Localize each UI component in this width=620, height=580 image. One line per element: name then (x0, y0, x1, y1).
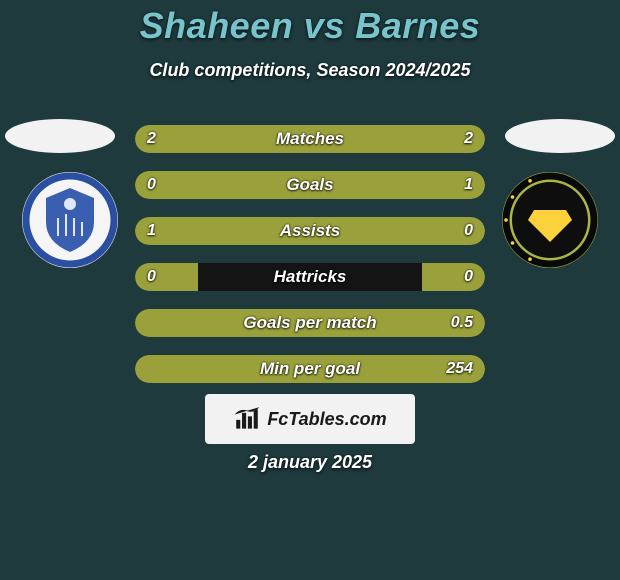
shield-badge-icon (20, 170, 120, 270)
branding-badge: FcTables.com (205, 394, 415, 444)
stat-label: Hattricks (135, 263, 485, 291)
stat-right-value: 0 (464, 217, 473, 245)
right-club-logo (500, 170, 600, 270)
left-club-logo (20, 170, 120, 270)
left-player-halo (5, 119, 115, 153)
comparison-bars: 2 Matches 2 0 Goals 1 1 Assists 0 (135, 125, 485, 401)
stat-row: Min per goal 254 (135, 355, 485, 383)
stat-row: 0 Goals 1 (135, 171, 485, 199)
stat-row: Goals per match 0.5 (135, 309, 485, 337)
page-title: Shaheen vs Barnes (0, 5, 620, 47)
branding-text: FcTables.com (267, 409, 386, 430)
chart-bars-icon (233, 405, 261, 433)
date-label: 2 january 2025 (0, 452, 620, 473)
right-player-halo (505, 119, 615, 153)
stat-label: Matches (135, 125, 485, 153)
stat-row: 1 Assists 0 (135, 217, 485, 245)
stat-right-value: 0.5 (451, 309, 473, 337)
stat-right-value: 0 (464, 263, 473, 291)
stat-label: Goals per match (135, 309, 485, 337)
stat-label: Min per goal (135, 355, 485, 383)
subtitle: Club competitions, Season 2024/2025 (0, 60, 620, 81)
stat-label: Goals (135, 171, 485, 199)
stat-right-value: 1 (464, 171, 473, 199)
stat-row: 0 Hattricks 0 (135, 263, 485, 291)
stat-right-value: 2 (464, 125, 473, 153)
stat-right-value: 254 (446, 355, 473, 383)
stat-label: Assists (135, 217, 485, 245)
stat-row: 2 Matches 2 (135, 125, 485, 153)
diamond-badge-icon (500, 170, 600, 270)
